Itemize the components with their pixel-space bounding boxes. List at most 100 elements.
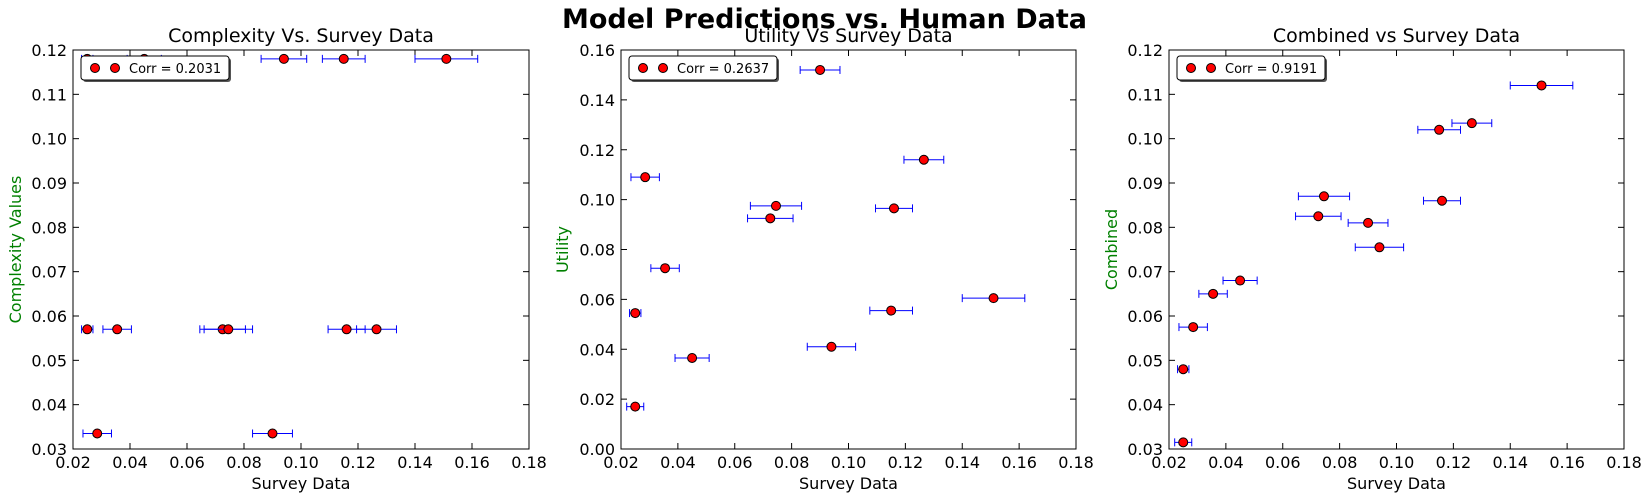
y-tick-label: 0.11 [31, 85, 67, 104]
data-point [815, 64, 826, 75]
legend: Corr = 0.2637 [628, 55, 779, 82]
x-tick-label: 0.04 [1208, 453, 1244, 472]
x-tick-label: 0.04 [112, 453, 148, 472]
x-tick-label: 0.14 [944, 453, 980, 472]
y-tick-label: 0.14 [579, 91, 615, 110]
subplot-title: Utility Vs Survey Data [744, 25, 952, 47]
data-point [770, 200, 781, 211]
data-point [826, 341, 837, 352]
data-point [660, 263, 671, 274]
data-point [223, 324, 234, 335]
x-tick-label: 0.18 [511, 453, 547, 472]
x-tick-label: 0.10 [831, 453, 867, 472]
data-point [1437, 195, 1447, 206]
x-tick-label: 0.04 [660, 453, 696, 472]
data-point [886, 305, 897, 316]
x-tick-label: 0.08 [226, 453, 262, 472]
y-tick-label: 0.06 [1127, 307, 1163, 326]
legend-marker [110, 63, 120, 73]
legend-box [628, 55, 778, 81]
subplot-title: Complexity Vs. Survey Data [168, 25, 434, 47]
data-point [1208, 288, 1219, 299]
legend-box [80, 55, 230, 81]
y-axis-label: Combined [1102, 209, 1121, 290]
data-point [918, 154, 929, 165]
y-tick-label: 0.12 [579, 141, 615, 160]
data-point [1363, 217, 1374, 228]
x-tick-label: 0.16 [1549, 453, 1585, 472]
x-axis-label: Survey Data [1347, 474, 1446, 493]
y-tick-label: 0.04 [1127, 396, 1163, 415]
x-tick-label: 0.16 [1001, 453, 1037, 472]
x-tick-label: 0.12 [888, 453, 924, 472]
data-point [1536, 80, 1547, 91]
y-tick-label: 0.10 [579, 191, 615, 210]
x-tick-label: 0.10 [283, 453, 319, 472]
subplot-2: 0.02 0.04 0.06 0.08 0.10 0.12 0.14 0.16 0.18 0.00… [553, 25, 1094, 493]
x-axis-label: Survey Data [252, 474, 351, 493]
x-axis-label: Survey Data [799, 474, 898, 493]
y-tick-label: 0.10 [1127, 130, 1163, 149]
y-tick-label: 0.08 [579, 241, 615, 260]
data-point [267, 428, 278, 439]
data-point [82, 324, 93, 335]
y-tick-label: 0.08 [31, 218, 67, 237]
subplot-title: Combined vs Survey Data [1273, 25, 1520, 47]
y-tick-label: 0.05 [31, 351, 67, 370]
data-point [92, 428, 103, 439]
data-point [1374, 242, 1385, 253]
data-point [630, 308, 641, 319]
data-point [1466, 118, 1477, 129]
data-point [1188, 322, 1199, 333]
x-tick-label: 0.16 [454, 453, 490, 472]
data-point [640, 172, 651, 183]
data-point [441, 53, 452, 64]
y-tick-label: 0.04 [579, 340, 615, 359]
y-axis-label: Complexity Values [6, 176, 25, 324]
y-tick-label: 0.09 [31, 174, 67, 193]
x-tick-label: 0.12 [1436, 453, 1472, 472]
axes-frame [620, 49, 1077, 450]
data-point [278, 53, 289, 64]
subplot-1: 0.02 0.04 0.06 0.08 0.10 0.12 0.14 0.16 0.18 0.03… [6, 25, 547, 493]
legend-marker [1206, 63, 1216, 73]
legend: Corr = 0.9191 [1176, 55, 1327, 82]
x-tick-label: 0.06 [1265, 453, 1301, 472]
legend-box [1176, 55, 1326, 81]
legend: Corr = 0.2031 [80, 55, 231, 82]
y-tick-label: 0.12 [31, 41, 67, 60]
data-point [112, 324, 123, 335]
figure-suptitle: Model Predictions vs. Human Data [562, 4, 1087, 35]
data-point [1178, 364, 1189, 375]
y-tick-label: 0.03 [31, 440, 67, 459]
x-tick-label: 0.02 [55, 453, 91, 472]
x-tick-label: 0.10 [1379, 453, 1415, 472]
y-tick-label: 0.05 [1127, 351, 1163, 370]
x-tick-label: 0.14 [1492, 453, 1528, 472]
data-point [1313, 211, 1324, 222]
data-point [1235, 275, 1246, 286]
y-tick-label: 0.03 [1127, 440, 1163, 459]
x-tick-label: 0.06 [169, 453, 205, 472]
x-tick-label: 0.06 [717, 453, 753, 472]
y-axis-label: Utility [553, 226, 572, 273]
y-tick-label: 0.10 [31, 130, 67, 149]
y-tick-label: 0.06 [579, 290, 615, 309]
y-tick-label: 0.09 [1127, 174, 1163, 193]
axes-frame [72, 49, 530, 450]
data-point [988, 293, 999, 304]
data-point [371, 324, 382, 335]
x-tick-label: 0.18 [1606, 453, 1642, 472]
y-tick-label: 0.11 [1127, 85, 1163, 104]
legend-marker [658, 63, 668, 73]
data-point [1178, 437, 1189, 448]
x-tick-label: 0.02 [603, 453, 639, 472]
y-tick-label: 0.02 [579, 390, 615, 409]
y-tick-label: 0.07 [1127, 263, 1163, 282]
legend-marker [638, 63, 648, 73]
legend-label: Corr = 0.2031 [129, 62, 221, 77]
legend-marker [1186, 63, 1196, 73]
data-point [687, 352, 698, 363]
x-tick-label: 0.02 [1151, 453, 1187, 472]
